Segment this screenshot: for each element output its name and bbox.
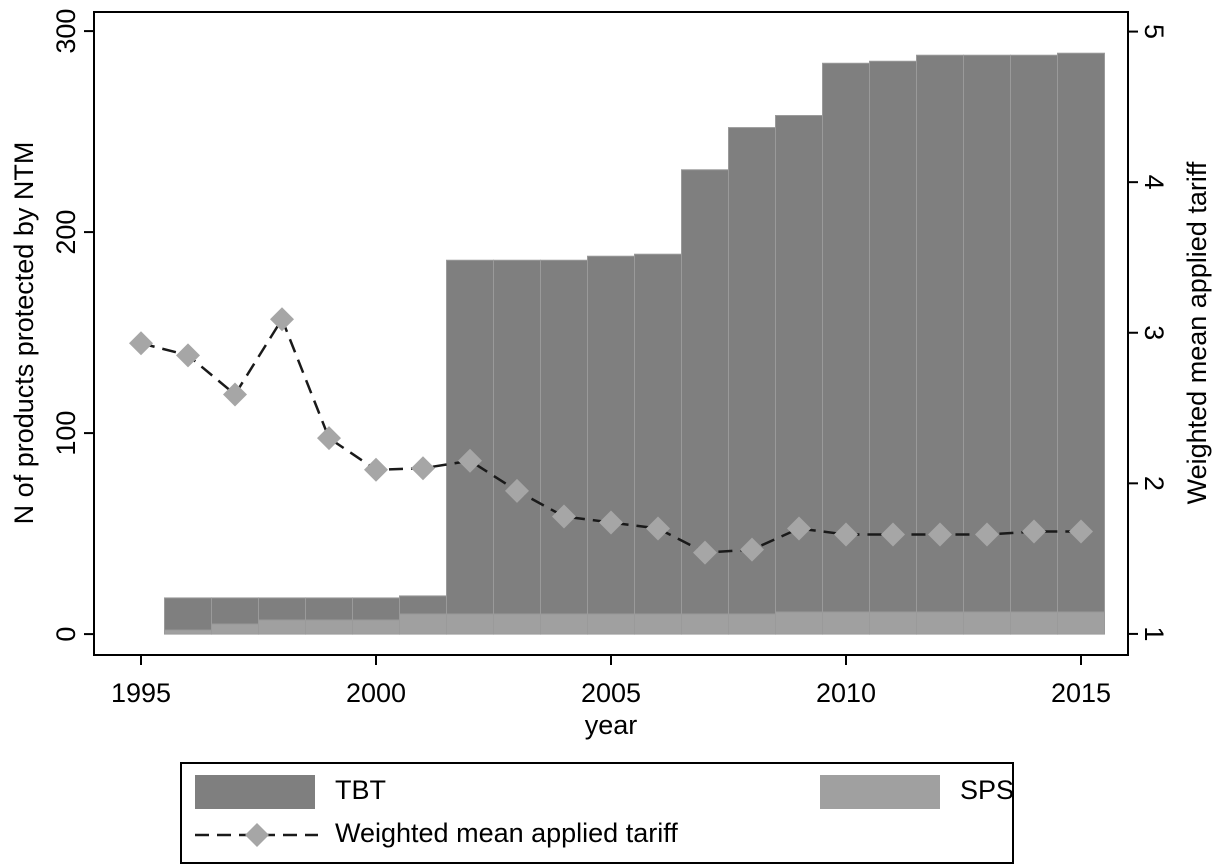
y-tick-label: 0 [51,627,81,642]
y-tick-label: 300 [51,9,81,54]
bar [164,597,212,631]
marker [646,516,670,541]
marker [740,537,764,562]
bar [399,595,447,615]
bar [305,597,353,621]
line [140,316,1081,554]
bar [1010,54,1058,613]
legend-swatch [820,775,940,809]
bar [258,619,306,635]
bar [1010,611,1058,635]
x-tick-label: 2005 [581,678,641,708]
marker [270,307,294,332]
bar [681,613,729,635]
marker [787,516,811,541]
bar [446,613,494,635]
x-tick-label: 2010 [816,678,876,708]
legend-marker [245,823,269,847]
bar [728,127,776,615]
legend-label: SPS [960,775,1014,805]
bar [493,259,541,615]
bar [211,623,259,635]
marker [411,456,435,481]
bar [963,54,1011,613]
marker [881,522,905,547]
bar [352,597,400,621]
bar [399,613,447,635]
marker [552,504,576,529]
marker [834,522,858,547]
bar [587,255,635,615]
marker [458,448,482,473]
bar [540,613,588,635]
bar [1057,611,1105,635]
marker [129,331,153,356]
bar [916,54,964,613]
marker [317,426,341,451]
bar [728,613,776,635]
y2-axis-title: Weighted mean applied tariff [1182,161,1212,504]
bar [211,597,259,625]
bar [493,613,541,635]
bar [869,611,917,635]
y2-tick-label: 4 [1139,175,1169,190]
bar [775,611,823,635]
x-tick-label: 1995 [111,678,171,708]
bar [634,613,682,635]
y2-tick-label: 2 [1139,476,1169,491]
marker [599,510,623,535]
y-tick-label: 200 [51,210,81,255]
y-tick-label: 100 [51,411,81,456]
bar [540,259,588,615]
bar [1057,52,1105,613]
bar [634,253,682,615]
marker [1022,519,1046,544]
legend-label: Weighted mean applied tariff [335,818,678,848]
bar [164,629,212,635]
bar [869,60,917,613]
y2-tick-label: 3 [1139,325,1169,340]
marker [364,457,388,482]
bar [681,169,729,615]
x-axis-title: year [585,710,638,740]
bar [587,613,635,635]
marker [975,522,999,547]
marker [223,382,247,407]
x-tick-label: 2000 [346,678,406,708]
y2-tick-label: 1 [1139,626,1169,641]
y2-tick-label: 5 [1139,24,1169,39]
bar [352,619,400,635]
x-tick-label: 2015 [1051,678,1111,708]
marker [693,540,717,565]
legend-label: TBT [335,775,386,805]
bar [963,611,1011,635]
bar [258,597,306,621]
bar [822,611,870,635]
marker [928,522,952,547]
bar [446,259,494,615]
marker [176,343,200,368]
legend-swatch [195,775,315,809]
bar [916,611,964,635]
marker [1069,519,1093,544]
y-axis-title: N of products protected by NTM [9,142,39,525]
bar [822,62,870,613]
marker [505,478,529,503]
bar [305,619,353,635]
